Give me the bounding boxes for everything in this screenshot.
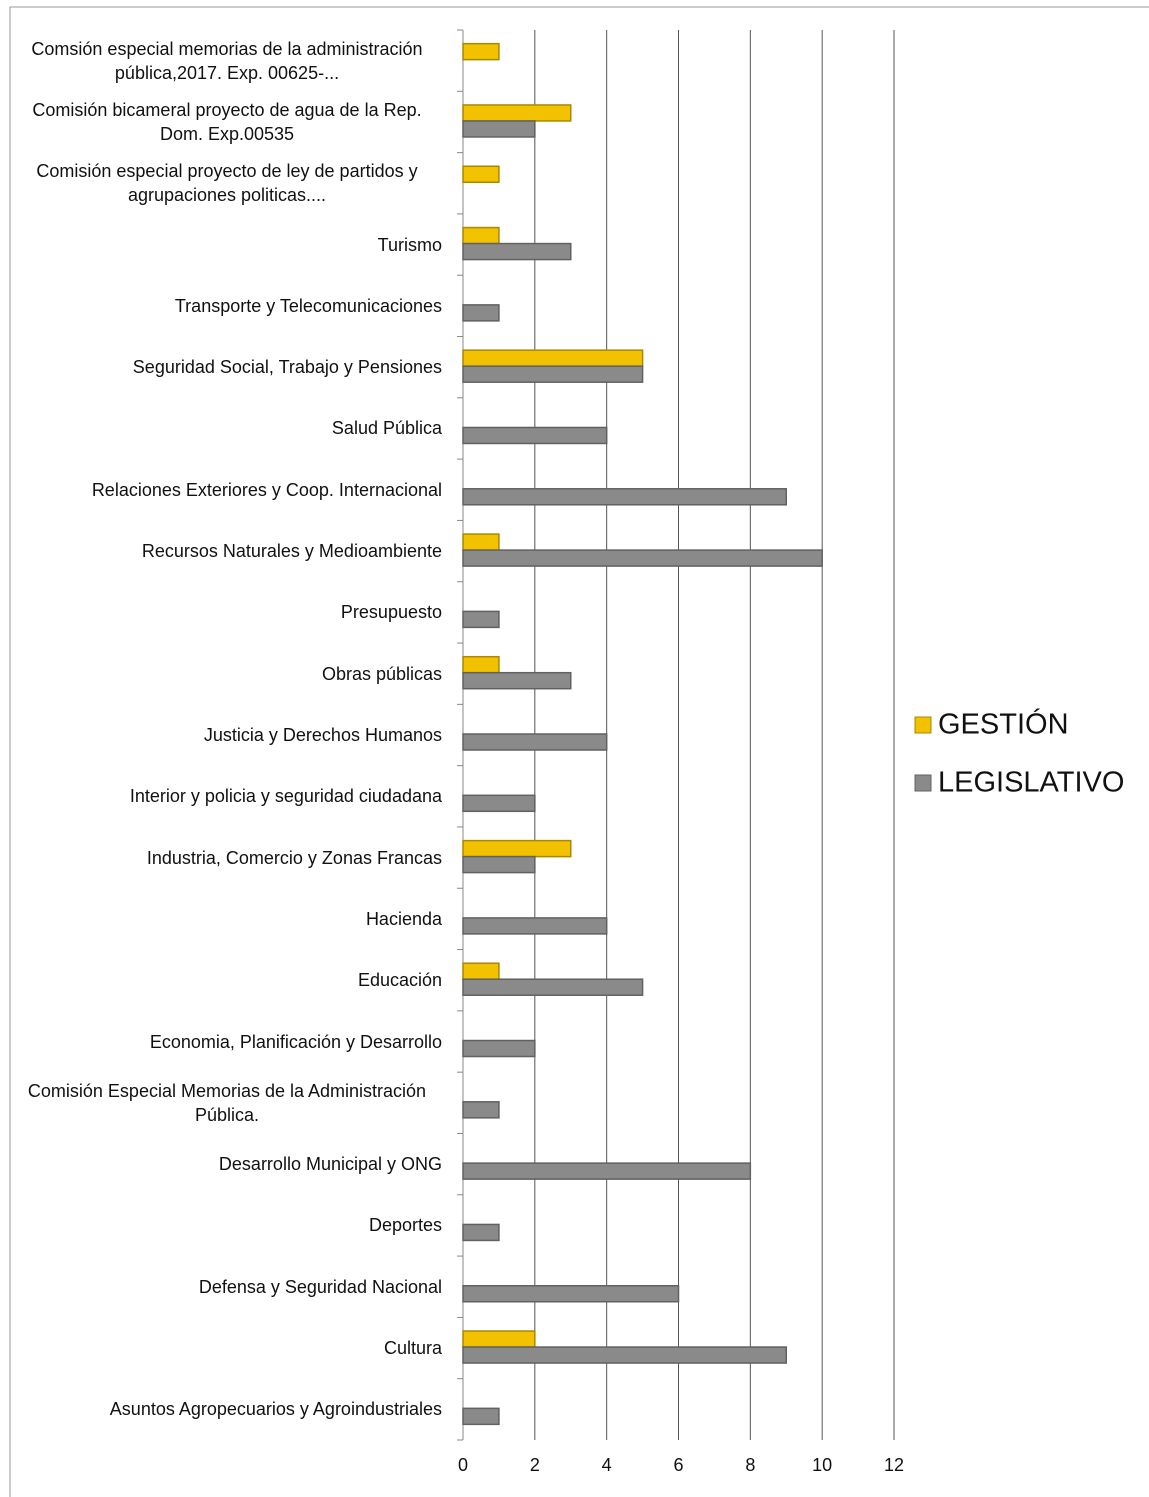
bar	[462, 242, 572, 261]
y-tick-text: Relaciones Exteriores y Coop. Internacio…	[91, 479, 442, 500]
x-tick-label: 12	[884, 1455, 904, 1475]
bar	[462, 794, 536, 813]
y-tick-label: Comisión especial proyecto de ley de par…	[12, 153, 442, 213]
y-tick-text: Salud Pública	[331, 418, 442, 439]
frame	[9, 6, 1149, 1497]
y-tick-label: Salud Pública	[12, 398, 442, 458]
y-tick-label: Defensa y Seguridad Nacional	[12, 1257, 442, 1317]
bar	[462, 1039, 536, 1058]
x-tick-label: 0	[458, 1455, 468, 1475]
y-tick-text: Obras públicas	[321, 663, 442, 684]
y-tick-label: Recursos Naturales y Medioambiente	[12, 521, 442, 581]
bar	[462, 533, 500, 551]
y-tick-text: Cultura	[383, 1338, 442, 1359]
y-tick-text: Industria, Comercio y Zonas Francas	[146, 847, 442, 868]
legend-label: LEGISLATIVO	[938, 767, 1124, 799]
bar	[462, 1284, 680, 1303]
bar	[462, 165, 500, 184]
x-tick-label: 4	[602, 1455, 612, 1475]
bar	[462, 104, 572, 122]
y-tick-label: Seguridad Social, Trabajo y Pensiones	[12, 337, 442, 397]
bar	[462, 671, 572, 690]
y-tick-label: Educación	[12, 950, 442, 1010]
y-tick-text: Presupuesto	[340, 602, 442, 623]
bar	[462, 839, 572, 858]
y-tick-text: Turismo	[377, 234, 442, 255]
legend-label: GESTIÓN	[938, 708, 1069, 741]
bar	[462, 733, 608, 751]
x-tick-label: 2	[530, 1455, 540, 1475]
y-tick-text: Comisión especial proyecto de ley de par…	[36, 161, 418, 206]
y-tick-text: Deportes	[368, 1215, 442, 1236]
legend-swatch	[914, 716, 932, 734]
y-tick-text: Recursos Naturales y Medioambiente	[141, 541, 442, 562]
y-tick-label: Obras públicas	[12, 644, 442, 704]
y-tick-text: Transporte y Telecomunicaciones	[174, 295, 442, 316]
y-tick-text: Seguridad Social, Trabajo y Pensiones	[132, 357, 442, 378]
bar	[462, 655, 500, 674]
bar	[462, 1162, 752, 1180]
bar	[462, 1223, 500, 1242]
bar	[462, 304, 500, 322]
y-tick-label: Interior y policia y seguridad ciudadana	[12, 766, 442, 826]
y-tick-label: Comisión bicameral proyecto de agua de l…	[12, 92, 442, 152]
legend-swatch	[914, 774, 932, 792]
y-tick-text: Defensa y Seguridad Nacional	[198, 1276, 442, 1297]
bar	[462, 549, 823, 567]
y-tick-text: Educación	[357, 970, 442, 991]
x-tick-label: 10	[812, 1455, 832, 1475]
bar	[462, 917, 608, 935]
bar	[462, 42, 500, 61]
y-tick-label: Hacienda	[12, 889, 442, 949]
y-tick-text: Justicia y Derechos Humanos	[203, 725, 442, 745]
y-tick-label: Presupuesto	[12, 582, 442, 642]
bar	[462, 120, 536, 138]
bar	[462, 978, 644, 996]
x-tick-label: 8	[745, 1455, 755, 1475]
y-tick-label: Industria, Comercio y Zonas Francas	[12, 828, 442, 888]
y-tick-text: Economia, Planificación y Desarrollo	[149, 1031, 442, 1052]
y-tick-text: Desarrollo Municipal y ONG	[218, 1154, 442, 1175]
bar	[462, 488, 787, 506]
y-tick-label: Comsión especial memorias de la administ…	[12, 31, 442, 91]
y-tick-text: Interior y policia y seguridad ciudadana	[129, 786, 442, 807]
y-tick-label: Transporte y Telecomunicaciones	[12, 276, 442, 336]
bar	[462, 1101, 500, 1119]
bar	[462, 1346, 787, 1364]
y-tick-label: Comisión Especial Memorias de la Adminis…	[12, 1073, 442, 1133]
bar	[462, 226, 500, 245]
y-tick-label: Asuntos Agropecuarios y Agroindustriales	[12, 1379, 442, 1439]
bar	[462, 1330, 536, 1348]
y-tick-text: Hacienda	[365, 908, 442, 929]
x-tick-label: 6	[673, 1455, 683, 1475]
y-tick-label: Justicia y Derechos Humanos	[12, 705, 442, 765]
y-tick-label: Cultura	[12, 1318, 442, 1378]
bar	[462, 855, 536, 874]
bar	[462, 349, 644, 367]
bar	[462, 962, 500, 980]
y-tick-label: Deportes	[12, 1195, 442, 1255]
bar	[462, 426, 608, 445]
y-tick-text: Comisión Especial Memorias de la Adminis…	[27, 1080, 427, 1125]
bar	[462, 1407, 500, 1426]
y-tick-label: Turismo	[12, 215, 442, 275]
y-tick-text: Comsión especial memorias de la administ…	[31, 38, 423, 83]
y-tick-label: Economia, Planificación y Desarrollo	[12, 1012, 442, 1072]
bar	[462, 365, 644, 383]
y-tick-text: Asuntos Agropecuarios y Agroindustriales	[109, 1399, 442, 1420]
y-tick-label: Relaciones Exteriores y Coop. Internacio…	[12, 460, 442, 520]
y-tick-label: Desarrollo Municipal y ONG	[12, 1134, 442, 1194]
y-tick-text: Comisión bicameral proyecto de agua de l…	[32, 99, 422, 144]
bar	[462, 610, 500, 629]
